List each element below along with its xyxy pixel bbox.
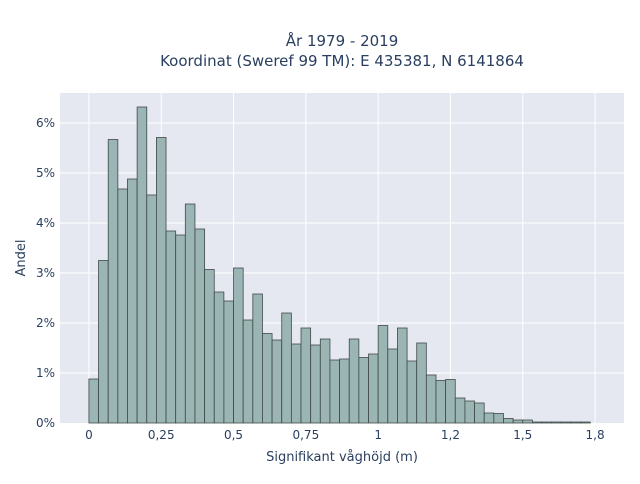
histogram-bar [184, 203, 196, 424]
y-tick-label: 0% [36, 416, 55, 430]
histogram-bar [117, 188, 128, 424]
x-axis-title: Signifikant våghöjd (m) [266, 450, 418, 465]
histogram-bar [406, 360, 418, 424]
histogram-bar [348, 338, 360, 424]
x-tick-label: 1 [374, 428, 382, 442]
histogram-bar [165, 230, 177, 424]
y-tick-label: 2% [36, 316, 55, 330]
histogram-bar [416, 342, 427, 424]
histogram-bar [512, 419, 524, 424]
histogram-bar [503, 418, 514, 424]
chart-title-line-2: Koordinat (Sweref 99 TM): E 435381, N 61… [160, 52, 524, 70]
x-tick-label: 0,75 [292, 428, 319, 442]
histogram-bar [339, 358, 350, 424]
histogram-bar [213, 291, 225, 424]
histogram-bar [146, 194, 157, 424]
histogram-bar [262, 333, 273, 424]
histogram-bar [319, 338, 331, 424]
y-tick-label: 6% [36, 116, 55, 130]
histogram-bar [281, 312, 292, 424]
histogram-bar [358, 357, 369, 424]
histogram-bar [445, 379, 456, 424]
x-tick-label: 0,25 [148, 428, 175, 442]
histogram-bar [136, 106, 148, 424]
histogram-bar [290, 343, 302, 424]
x-tick-label: 1,8 [586, 428, 605, 442]
histogram-bar [493, 413, 504, 424]
histogram-bar [580, 421, 591, 424]
histogram-bar [522, 419, 533, 424]
histogram-bar [88, 378, 99, 424]
y-axis-title: Andel [14, 240, 29, 277]
histogram-bar [194, 228, 206, 424]
histogram-bar [242, 319, 254, 424]
y-tick-label: 4% [36, 216, 55, 230]
histogram-bar [483, 412, 495, 424]
x-tick-label: 0 [85, 428, 93, 442]
histogram-bar [155, 137, 167, 424]
histogram-bar [541, 421, 553, 424]
histogram-bar [454, 397, 466, 424]
histogram-bar [233, 267, 244, 424]
x-tick-label: 0,5 [224, 428, 243, 442]
histogram-bar [474, 402, 485, 424]
histogram-bar [107, 139, 119, 424]
histogram-bar [387, 348, 398, 424]
histogram-bar [223, 300, 234, 424]
histogram-bar [425, 374, 437, 424]
histogram-bar [175, 234, 186, 424]
y-tick-label: 1% [36, 366, 55, 380]
histogram-bar [377, 325, 389, 424]
histogram-bar [98, 260, 109, 424]
histogram-bar [368, 353, 379, 424]
x-tick-label: 1,5 [513, 428, 532, 442]
histogram-bar [551, 421, 562, 424]
histogram-bar [300, 327, 312, 424]
y-tick-label: 5% [36, 166, 55, 180]
histogram-bar [560, 421, 572, 424]
histogram-bars [88, 106, 591, 424]
x-axis-ticks: 0 0,25 0,5 0,75 1 1,2 1,5 1,8 [85, 428, 605, 442]
histogram-bar [252, 293, 263, 424]
y-axis-ticks: 0% 1% 2% 3% 4% 5% 6% [36, 116, 55, 430]
histogram-bar [464, 400, 475, 424]
histogram-bar [397, 327, 408, 424]
histogram-bar [329, 359, 340, 424]
y-tick-label: 3% [36, 266, 55, 280]
histogram-bar [127, 178, 138, 424]
histogram-bar [271, 339, 283, 424]
histogram-bar [532, 421, 543, 424]
x-tick-label: 1,2 [441, 428, 460, 442]
histogram-bar [310, 344, 321, 424]
histogram-bar [570, 421, 582, 424]
histogram-bar [204, 269, 215, 424]
chart-title-line-1: År 1979 - 2019 [286, 31, 399, 50]
histogram-bar [435, 380, 447, 424]
